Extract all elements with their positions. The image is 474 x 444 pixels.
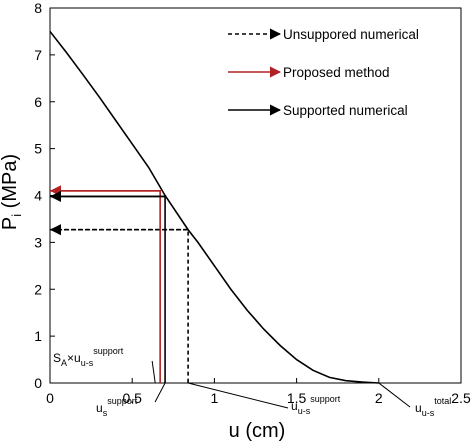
y-axis-title-sub: i	[9, 214, 24, 217]
annotation-leader-uus	[187, 382, 289, 409]
annotations: SA×uu-ssupport ussupport uu-ssupport uu-sto…	[53, 346, 451, 418]
x-tick-label: 1	[211, 390, 219, 406]
y-tick-label: 7	[34, 47, 42, 63]
plot-area	[49, 7, 462, 384]
x-tick-label: 0.5	[122, 390, 142, 406]
y-axis-title-main: P	[0, 217, 21, 230]
annotation-leader-us	[154, 382, 166, 403]
y-axis-title-unit: (MPa)	[0, 154, 21, 214]
y-tick-label: 2	[34, 281, 42, 297]
x-tick-label: 0	[46, 390, 54, 406]
y-tick-label: 5	[34, 141, 42, 157]
series-layer	[49, 30, 379, 384]
x-tick-label: 2.5	[451, 390, 471, 406]
legend-label-1: Proposed method	[283, 65, 390, 80]
axis-ticks: 0 0.5 1 1.5 2 2.5 0 1 2 3 4 5 6 7 8	[34, 0, 471, 406]
legend-label-0: Unsuppored numerical	[283, 27, 419, 42]
x-axis-title: u (cm)	[229, 420, 286, 442]
annotation-leader-total	[378, 382, 411, 408]
y-tick-label: 6	[34, 94, 42, 110]
annotation-leader-sa	[151, 360, 156, 384]
x-tick-label: 1.5	[287, 390, 307, 406]
y-tick-label: 1	[34, 328, 42, 344]
series-line-2	[49, 30, 379, 384]
legend-label-2: Supported numerical	[283, 103, 408, 118]
annotation-us: ussupport	[96, 396, 138, 418]
plot-frame	[49, 7, 462, 384]
y-tick-label: 4	[34, 188, 42, 204]
series-line-0	[50, 228, 189, 383]
legend: Unsuppored numerical Proposed method Suppo…	[228, 27, 419, 118]
annotation-total: uu-stotal	[415, 396, 451, 418]
annotation-sa: SA×uu-ssupport	[53, 346, 124, 368]
annotation-uus: uu-ssupport	[291, 394, 341, 416]
y-tick-label: 8	[34, 0, 42, 16]
y-tick-label: 0	[34, 375, 42, 391]
y-axis-title: Pi (MPa)	[0, 154, 24, 230]
x-tick-label: 2	[375, 390, 383, 406]
y-tick-label: 3	[34, 234, 42, 250]
